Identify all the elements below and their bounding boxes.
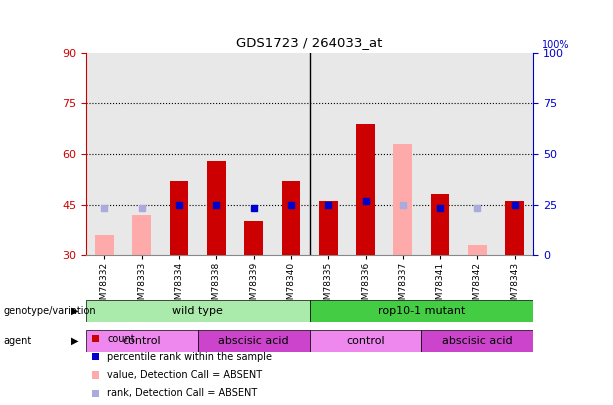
Text: wild type: wild type: [172, 306, 223, 316]
Text: rop10-1 mutant: rop10-1 mutant: [378, 306, 465, 316]
Bar: [431, 194, 449, 255]
Bar: [86, 300, 310, 322]
Bar: [505, 201, 524, 255]
Bar: [86, 330, 197, 352]
Bar: [310, 330, 421, 352]
Text: value, Detection Call = ABSENT: value, Detection Call = ABSENT: [107, 370, 262, 380]
Bar: [421, 330, 533, 352]
Bar: [394, 144, 412, 255]
Bar: [207, 161, 226, 255]
Text: abscisic acid: abscisic acid: [442, 336, 512, 346]
Title: GDS1723 / 264033_at: GDS1723 / 264033_at: [237, 36, 383, 49]
Text: abscisic acid: abscisic acid: [218, 336, 289, 346]
Bar: [310, 300, 533, 322]
Text: control: control: [123, 336, 161, 346]
Bar: [132, 215, 151, 255]
Bar: [319, 201, 338, 255]
Text: agent: agent: [3, 336, 31, 346]
Bar: [197, 330, 310, 352]
Text: control: control: [346, 336, 385, 346]
Bar: [468, 245, 487, 255]
Bar: [281, 181, 300, 255]
Text: ▶: ▶: [70, 306, 78, 316]
Bar: [245, 222, 263, 255]
Bar: [95, 235, 114, 255]
Text: ▶: ▶: [70, 336, 78, 346]
Text: rank, Detection Call = ABSENT: rank, Detection Call = ABSENT: [107, 388, 257, 398]
Bar: [356, 124, 375, 255]
Text: genotype/variation: genotype/variation: [3, 306, 96, 316]
Text: 100%: 100%: [542, 40, 569, 50]
Text: count: count: [107, 334, 135, 343]
Text: percentile rank within the sample: percentile rank within the sample: [107, 352, 272, 362]
Bar: [170, 181, 188, 255]
